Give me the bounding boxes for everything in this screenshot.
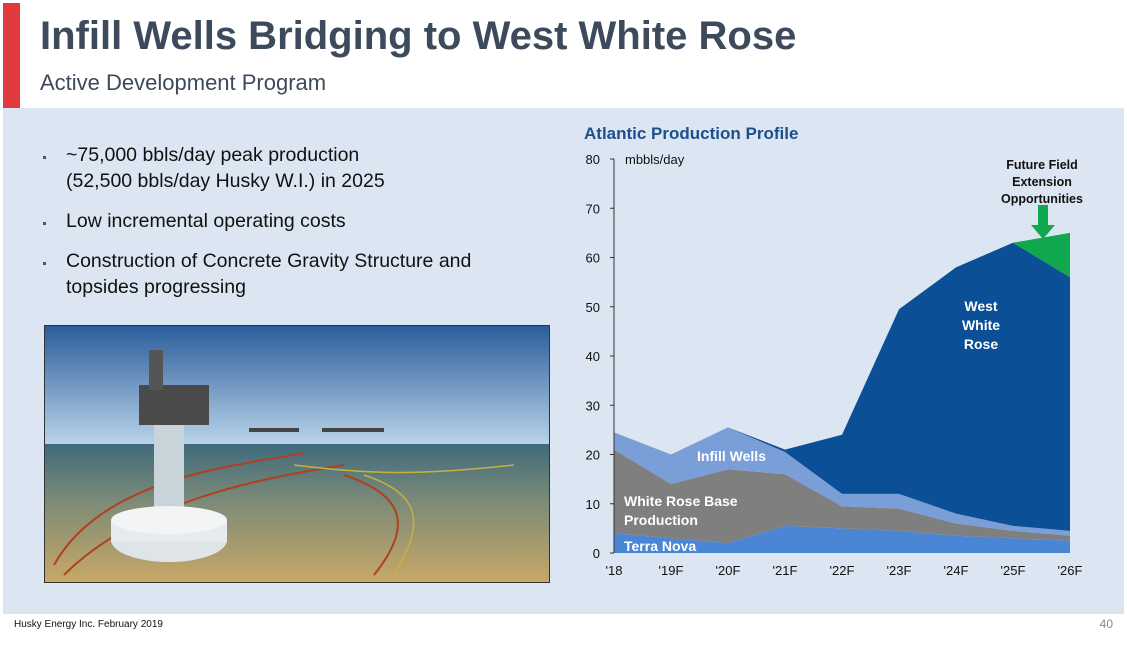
area-label: West White Rose: [961, 298, 1001, 352]
slide-title: Infill Wells Bridging to West White Rose: [40, 14, 797, 58]
bullet-text: Low incremental operating costs: [66, 210, 346, 232]
area: [614, 427, 1070, 536]
x-tick-label: '18: [606, 563, 623, 578]
x-tick-label: '26F: [1058, 563, 1083, 578]
slide-subtitle: Active Development Program: [40, 70, 327, 95]
x-tick-label: '23F: [887, 563, 912, 578]
bullet-list: ~75,000 bbls/day peak production (52,500 …: [40, 142, 540, 314]
area: [614, 525, 1070, 553]
chart: Atlantic Production Profile mbbls/day 0 1…: [584, 124, 1083, 578]
page-number: 40: [1099, 617, 1113, 631]
area-label: Infill Wells: [697, 448, 766, 464]
area-label: White Rose Base Production: [624, 493, 738, 528]
y-tick-label: 30: [586, 398, 600, 413]
y-tick-label: 40: [586, 349, 600, 364]
area-label: Future Field Extension Opportunities: [1001, 158, 1083, 206]
y-tick-label: 0: [593, 546, 600, 561]
accent-bar: [3, 3, 20, 108]
area: [614, 449, 1070, 544]
area-label: Terra Nova: [624, 538, 697, 554]
y-axis-label: mbbls/day: [625, 152, 685, 167]
bullet-text: (52,500 bbls/day Husky W.I.) in 2025: [66, 170, 385, 192]
bullet: Construction of Concrete Gravity Structu…: [40, 248, 540, 300]
x-tick-label: '21F: [773, 563, 798, 578]
y-tick-label: 80: [586, 152, 600, 167]
y-tick-label: 60: [586, 251, 600, 266]
footer: Husky Energy Inc. February 2019: [14, 619, 163, 630]
bullet: Low incremental operating costs: [40, 208, 540, 234]
y-tick-label: 70: [586, 201, 600, 216]
y-tick-label: 10: [586, 497, 600, 512]
x-tick-label: '19F: [659, 563, 684, 578]
y-tick-label: 50: [586, 300, 600, 315]
x-tick-label: '24F: [944, 563, 969, 578]
arrow: [1031, 205, 1055, 239]
bullet: ~75,000 bbls/day peak production (52,500 …: [40, 142, 540, 194]
y-tick-label: 20: [586, 448, 600, 463]
platform-illustration: [44, 325, 550, 583]
chart-title: Atlantic Production Profile: [584, 124, 798, 143]
x-tick-label: '22F: [830, 563, 855, 578]
bullet-text: Construction of Concrete Gravity Structu…: [66, 250, 472, 272]
area: [614, 242, 1070, 531]
x-tick-label: '20F: [716, 563, 741, 578]
bullet-text: ~75,000 bbls/day peak production: [66, 144, 360, 166]
bullet-text: topsides progressing: [66, 276, 246, 298]
x-tick-label: '25F: [1001, 563, 1026, 578]
